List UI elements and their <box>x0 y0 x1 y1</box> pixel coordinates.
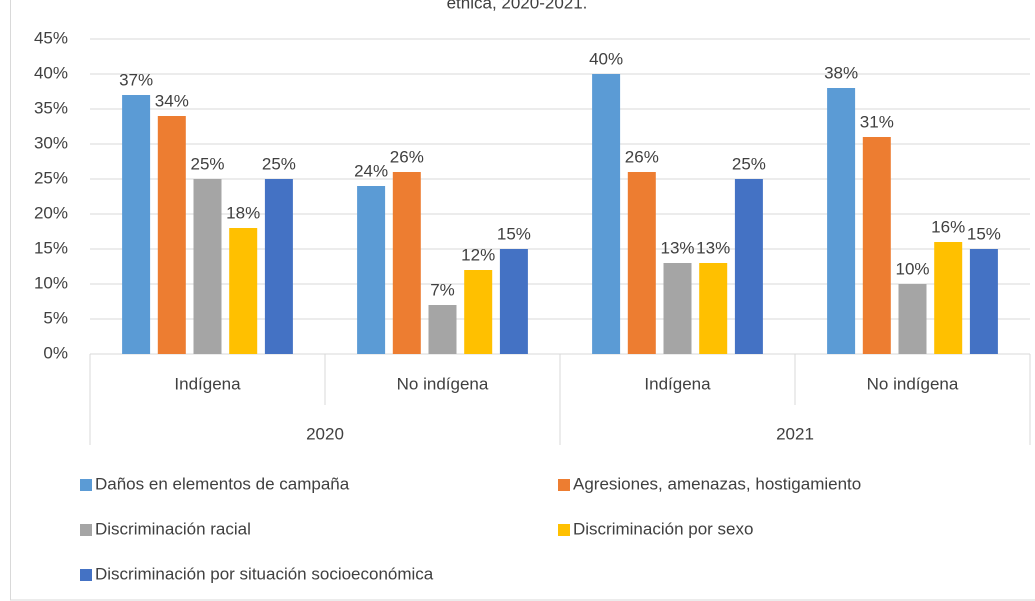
chart-title: étnica, 2020-2021. <box>447 0 588 12</box>
data-label: 7% <box>430 280 455 299</box>
group-label: 2020 <box>306 424 344 443</box>
legend-swatch <box>80 524 92 536</box>
data-label: 38% <box>824 63 858 82</box>
bar <box>827 88 856 354</box>
data-label: 15% <box>497 224 531 243</box>
data-label: 26% <box>390 147 424 166</box>
bar <box>499 249 528 354</box>
bar <box>229 228 258 354</box>
y-tick-label: 25% <box>34 168 68 187</box>
legend-label: Discriminación por sexo <box>573 519 753 538</box>
data-label: 25% <box>262 154 296 173</box>
bar <box>898 284 927 354</box>
data-label: 15% <box>967 224 1001 243</box>
x-tick-label: No indígena <box>867 374 959 393</box>
legend-label: Daños en elementos de campaña <box>95 474 350 493</box>
bar <box>969 249 998 354</box>
data-label: 31% <box>860 112 894 131</box>
legend-label: Discriminación por situación socioeconóm… <box>95 564 434 583</box>
y-tick-label: 20% <box>34 203 68 222</box>
bar <box>699 263 728 354</box>
group-label: 2021 <box>776 424 814 443</box>
data-label: 34% <box>155 91 189 110</box>
bar <box>663 263 692 354</box>
y-tick-label: 10% <box>34 273 68 292</box>
y-tick-label: 30% <box>34 133 68 152</box>
legend-swatch <box>80 569 92 581</box>
data-label: 13% <box>660 238 694 257</box>
y-tick-label: 45% <box>34 28 68 47</box>
bar <box>734 179 763 354</box>
y-tick-label: 15% <box>34 238 68 257</box>
data-label: 26% <box>625 147 659 166</box>
bar <box>122 95 151 354</box>
x-tick-label: Indígena <box>174 374 241 393</box>
bar <box>862 137 891 354</box>
legend-swatch <box>558 524 570 536</box>
bar <box>157 116 186 354</box>
legend-swatch <box>558 479 570 491</box>
bar <box>464 270 493 354</box>
data-label: 12% <box>461 245 495 264</box>
data-label: 18% <box>226 203 260 222</box>
bar <box>392 172 421 354</box>
bar <box>627 172 656 354</box>
data-label: 16% <box>931 217 965 236</box>
chart-border <box>10 0 1035 601</box>
data-label: 13% <box>696 238 730 257</box>
y-tick-label: 5% <box>43 308 68 327</box>
bar <box>592 74 621 354</box>
y-tick-label: 40% <box>34 63 68 82</box>
y-tick-label: 0% <box>43 343 68 362</box>
legend-swatch <box>80 479 92 491</box>
data-label: 25% <box>732 154 766 173</box>
data-label: 25% <box>190 154 224 173</box>
legend-label: Agresiones, amenazas, hostigamiento <box>573 474 861 493</box>
bar <box>264 179 293 354</box>
bar <box>428 305 457 354</box>
data-label: 24% <box>354 161 388 180</box>
y-tick-label: 35% <box>34 98 68 117</box>
legend-label: Discriminación racial <box>95 519 251 538</box>
x-tick-label: Indígena <box>644 374 711 393</box>
bar <box>934 242 963 354</box>
x-tick-label: No indígena <box>397 374 489 393</box>
bar <box>357 186 386 354</box>
data-label: 40% <box>589 49 623 68</box>
bar <box>193 179 222 354</box>
data-label: 37% <box>119 70 153 89</box>
data-label: 10% <box>895 259 929 278</box>
